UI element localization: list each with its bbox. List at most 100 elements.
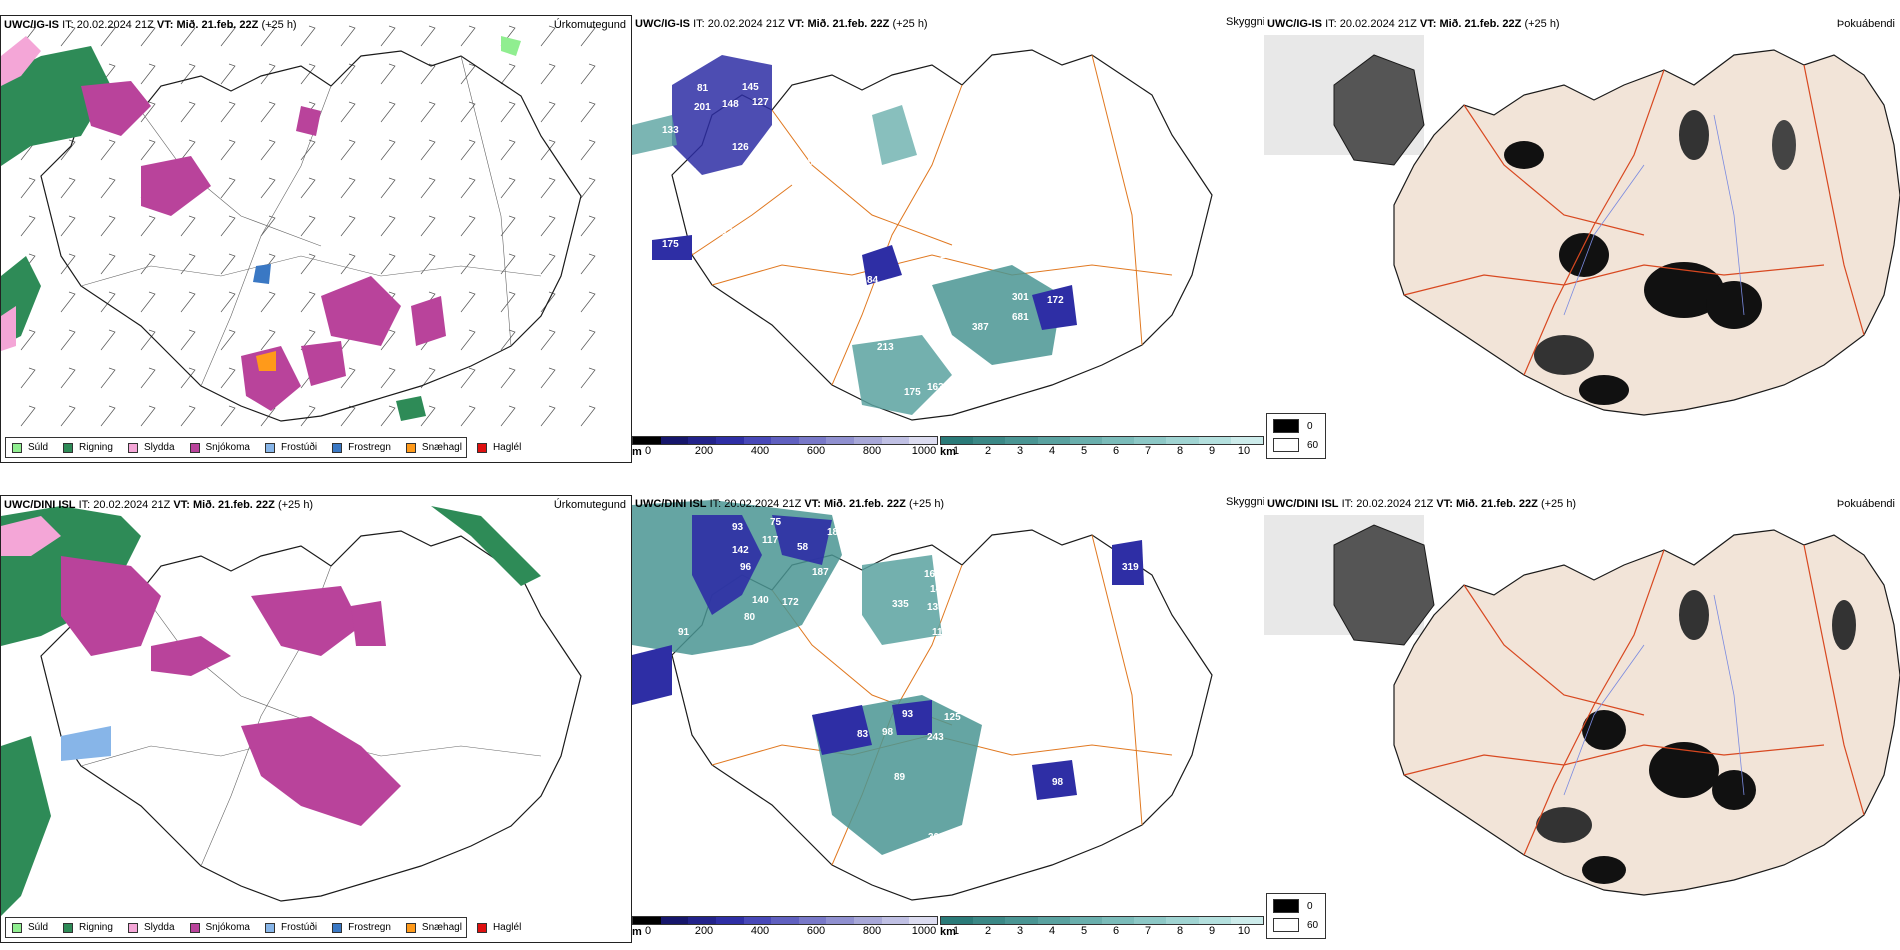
precip-type-panel-bottom: UWC/DINI ISL IT: 20.02.2024 21Z VT: Mið.… [0, 495, 632, 943]
wind-barb [140, 139, 156, 161]
visibility-value: 319 [1122, 562, 1139, 573]
wind-barb [220, 291, 236, 313]
wind-barb [180, 101, 196, 123]
wind-barb [140, 101, 156, 123]
visibility-value: 144 [917, 277, 934, 288]
visibility-value: 175 [904, 387, 921, 398]
fog-legend: 0 60 [1266, 893, 1326, 939]
wind-barb [500, 329, 516, 351]
header-bottom-a: UWC/DINI ISL IT: 20.02.2024 21Z VT: Mið.… [4, 499, 314, 511]
panel-title-visibility: Skyggni [1226, 496, 1266, 508]
legend-item: Frostregn [332, 442, 391, 453]
wind-barb [300, 215, 316, 237]
wind-barb [580, 253, 596, 275]
wind-barb [420, 253, 436, 275]
visibility-value: 182 [802, 157, 819, 168]
visibility-value: 143 [680, 167, 697, 178]
wind-barb [20, 215, 36, 237]
visibility-unit: km [940, 926, 956, 938]
legend-item: Snæhagl [405, 922, 462, 933]
wind-barb [20, 405, 36, 427]
precip-areas [1, 36, 521, 421]
precip-legend: Súld Rigning Slydda Snjókoma Frostúði Fr… [5, 437, 521, 458]
header-bottom-c: UWC/DINI ISL IT: 20.02.2024 21Z VT: Mið.… [1267, 498, 1577, 510]
model-name: UWC/IG-IS [4, 19, 59, 31]
visibility-value: 70 [722, 687, 734, 698]
visibility-ticks: 1 2 3 4 5 6 7 8 9 10 [952, 925, 1251, 937]
visibility-value: 335 [892, 599, 909, 610]
wind-barb [220, 63, 236, 85]
visibility-colorbar [940, 436, 1264, 445]
elevation-scale: 0 200 400 600 800 1000 [632, 916, 938, 939]
fog-map-bottom [1264, 515, 1900, 896]
fog-dense [1536, 590, 1856, 884]
wind-barb [220, 367, 236, 389]
fog-legend-item: 0 [1273, 419, 1325, 433]
wind-barb [460, 215, 476, 237]
vt-label: VT: [156, 19, 174, 31]
visibility-value: 172 [1047, 295, 1064, 306]
fog-land [1393, 49, 1900, 416]
visibility-map-bottom: 93 75 188 117 58 142 96 187 140 172 80 9… [632, 500, 1213, 901]
visibility-value: 80 [744, 612, 756, 623]
panel-title-visibility: Skyggni [1226, 16, 1266, 28]
it-label: IT: [62, 19, 74, 31]
fog-legend-item: 0 [1273, 899, 1325, 913]
wind-barb [220, 405, 236, 427]
visibility-value: 96 [740, 562, 752, 573]
wind-barb [180, 139, 196, 161]
wind-barb [140, 63, 156, 85]
wind-barb [380, 101, 396, 123]
wind-barb [460, 405, 476, 427]
wind-barb [300, 63, 316, 85]
elevation-unit: m [632, 926, 642, 938]
header-top-b: UWC/IG-IS IT: 20.02.2024 21Z VT: Mið. 21… [635, 18, 928, 30]
legend-item: Frostúði [264, 922, 317, 933]
fog-map-top [1264, 35, 1900, 416]
wind-barb [140, 367, 156, 389]
wind-barb [140, 215, 156, 237]
visibility-value: 327 [987, 392, 1004, 403]
wind-barb [380, 139, 396, 161]
tick-label: 1000 [911, 445, 937, 457]
legend-item: Frostúði [264, 442, 317, 453]
wind-barb [260, 25, 276, 47]
roads [80, 55, 542, 387]
wind-barb [100, 367, 116, 389]
wind-barb [180, 405, 196, 427]
visibility-value: 161 [924, 862, 941, 873]
wind-barb [20, 177, 36, 199]
wind-barb [260, 291, 276, 313]
visibility-value: 89 [894, 772, 906, 783]
legend-swatch [12, 442, 22, 453]
wind-barb [60, 329, 76, 351]
visibility-value: 117 [932, 627, 949, 638]
wind-barb [220, 177, 236, 199]
wind-barb [340, 253, 356, 275]
wind-barb [340, 63, 356, 85]
wind-barb [420, 139, 436, 161]
wind-barb [500, 253, 516, 275]
iceland-coastline [40, 530, 582, 902]
wind-barb [460, 329, 476, 351]
fog-legend-item: 60 [1273, 918, 1325, 932]
precip-type-map-bottom [1, 506, 582, 916]
wind-barb [260, 139, 276, 161]
visibility-value: 243 [927, 732, 944, 743]
legend-item: Súld [12, 922, 48, 933]
legend-swatch [127, 442, 138, 453]
wind-barb [540, 367, 556, 389]
visibility-value: 84 [867, 275, 879, 286]
elevation-colorbar [632, 916, 938, 925]
wind-barb [180, 63, 196, 85]
wind-barb [500, 139, 516, 161]
wind-barb [380, 367, 396, 389]
fog-panel-top: UWC/IG-IS IT: 20.02.2024 21Z VT: Mið. 21… [1264, 15, 1900, 463]
wind-barb [340, 215, 356, 237]
visibility-value: 143 [962, 387, 979, 398]
visibility-value: 188 [827, 527, 844, 538]
legend-swatch [405, 442, 416, 453]
visibility-value: 135 [722, 227, 739, 238]
wind-barb [500, 291, 516, 313]
fog-land [1393, 529, 1900, 896]
